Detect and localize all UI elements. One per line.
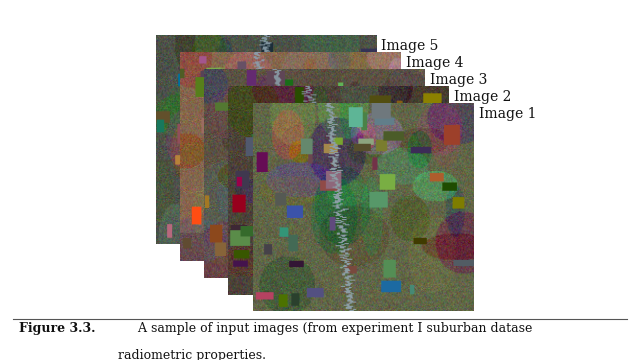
Text: A sample of input images (from experiment I suburban datase: A sample of input images (from experimen… bbox=[118, 322, 532, 335]
Text: Image 3: Image 3 bbox=[430, 73, 487, 87]
Text: Image 1: Image 1 bbox=[479, 107, 536, 121]
Text: Image 2: Image 2 bbox=[454, 90, 511, 104]
Text: Figure 3.3.: Figure 3.3. bbox=[19, 322, 96, 335]
Text: radiometric properties.: radiometric properties. bbox=[118, 349, 266, 360]
Text: Image 4: Image 4 bbox=[406, 56, 463, 70]
Text: Image 5: Image 5 bbox=[381, 39, 438, 53]
